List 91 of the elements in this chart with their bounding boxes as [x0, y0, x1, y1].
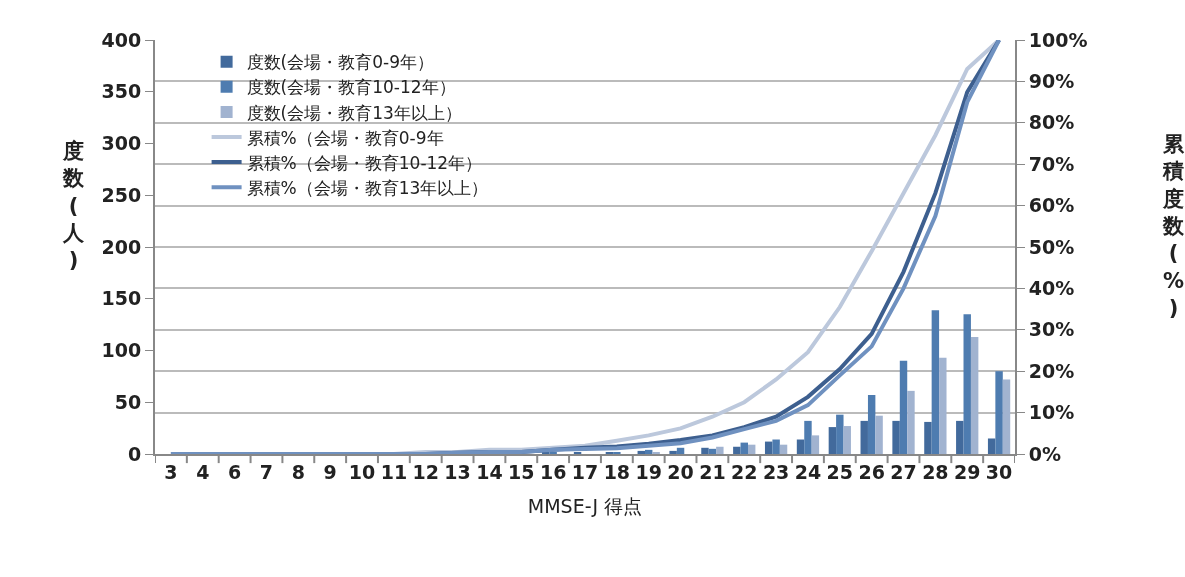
- y-tick-label: 200: [101, 235, 142, 258]
- bar: [875, 415, 883, 454]
- bar: [970, 337, 979, 454]
- bar: [867, 395, 876, 454]
- y-axis-title: 度数(人): [62, 139, 85, 273]
- bar: [924, 421, 932, 454]
- legend-label: 度数(会場・教育10-12年）: [246, 77, 456, 98]
- x-tick-label: 22: [731, 460, 758, 483]
- legend-label: 度数(会場・教育13年以上）: [246, 102, 462, 123]
- bar: [828, 427, 837, 454]
- bar: [899, 360, 908, 454]
- bar: [860, 420, 868, 454]
- legend-label: 累積%（会場・教育0-9年: [246, 127, 444, 148]
- y2-tick-label: 50%: [1028, 235, 1075, 258]
- y2-tick-label: 80%: [1028, 111, 1075, 134]
- x-tick-label: 19: [635, 460, 662, 483]
- x-tick-label: 21: [699, 460, 726, 483]
- y2-tick-label: 30%: [1028, 318, 1075, 341]
- y-tick-label: 150: [101, 287, 142, 310]
- y-tick-label: 350: [101, 80, 142, 103]
- bar: [811, 435, 820, 454]
- bar: [987, 438, 996, 454]
- y-tick-label: 50: [114, 390, 142, 413]
- y-tick-label: 0: [127, 442, 142, 465]
- x-tick-label: 28: [922, 460, 949, 483]
- x-tick-label: 11: [380, 460, 408, 483]
- legend-label: 累積%（会場・教育13年以上）: [246, 177, 489, 198]
- x-tick-label: 14: [476, 460, 503, 483]
- bar: [644, 449, 653, 454]
- y2-tick-label: 20%: [1028, 359, 1075, 382]
- bar: [1002, 379, 1011, 454]
- x-tick-label: 20: [667, 460, 694, 483]
- bar: [931, 310, 940, 454]
- bar: [708, 448, 717, 454]
- x-axis-title: MMSE-J 得点: [527, 495, 643, 518]
- x-tick-label: 8: [291, 460, 305, 483]
- x-tick-label: 3: [164, 460, 178, 483]
- x-tick-label: 25: [826, 460, 854, 483]
- x-tick-label: 15: [508, 460, 535, 483]
- bar: [804, 420, 812, 454]
- x-tick-label: 29: [953, 460, 981, 483]
- x-tick-label: 16: [539, 460, 567, 483]
- line-series: [168, 40, 1002, 454]
- bar: [676, 447, 685, 454]
- x-tick-label: 4: [196, 460, 210, 483]
- x-tick-label: 18: [603, 460, 631, 483]
- x-tick-label: 23: [762, 460, 790, 483]
- x-tick-label: 30: [985, 460, 1013, 483]
- x-tick-label: 9: [323, 460, 337, 483]
- x-tick-label: 6: [228, 460, 242, 483]
- bar: [701, 447, 709, 454]
- x-tick-label: 27: [890, 460, 917, 483]
- bar: [892, 420, 900, 454]
- bar: [963, 314, 971, 454]
- x-tick-label: 7: [259, 460, 274, 483]
- y2-tick-label: 70%: [1028, 152, 1075, 175]
- bar: [747, 444, 756, 454]
- y2-tick-label: 100%: [1028, 28, 1088, 51]
- y2-tick-label: 10%: [1028, 401, 1075, 424]
- x-tick-label: 26: [858, 460, 885, 483]
- bar: [740, 442, 748, 454]
- bar: [956, 420, 964, 454]
- bar: [716, 446, 724, 454]
- x-tick-label: 24: [794, 460, 822, 483]
- bar: [995, 371, 1003, 454]
- bar: [669, 450, 677, 454]
- y-tick-label: 100: [101, 339, 142, 362]
- bar: [907, 390, 915, 454]
- y2-tick-label: 40%: [1028, 277, 1075, 300]
- bar: [836, 414, 844, 454]
- bar: [779, 444, 788, 454]
- x-tick-label: 10: [348, 460, 376, 483]
- y-tick-label: 300: [101, 132, 142, 155]
- bar: [796, 439, 805, 454]
- y2-tick-label: 60%: [1028, 194, 1075, 217]
- bar: [772, 439, 780, 454]
- x-tick-label: 13: [444, 460, 471, 483]
- legend-label: 累積%（会場・教育10-12年）: [246, 152, 483, 173]
- legend-label: 度数(会場・教育0-9年）: [246, 52, 435, 73]
- y-tick-label: 400: [101, 28, 142, 51]
- bar: [637, 450, 645, 454]
- x-tick-label: 12: [412, 460, 439, 483]
- y2-tick-label: 90%: [1028, 70, 1075, 93]
- y-tick-label: 250: [101, 183, 142, 206]
- y2-axis-title: 累積度数(%): [1162, 132, 1185, 320]
- y2-tick-label: 0%: [1028, 442, 1062, 465]
- bar: [843, 426, 851, 454]
- bar: [939, 357, 947, 454]
- bar: [733, 446, 741, 454]
- bar: [764, 441, 773, 454]
- x-tick-label: 17: [571, 460, 599, 483]
